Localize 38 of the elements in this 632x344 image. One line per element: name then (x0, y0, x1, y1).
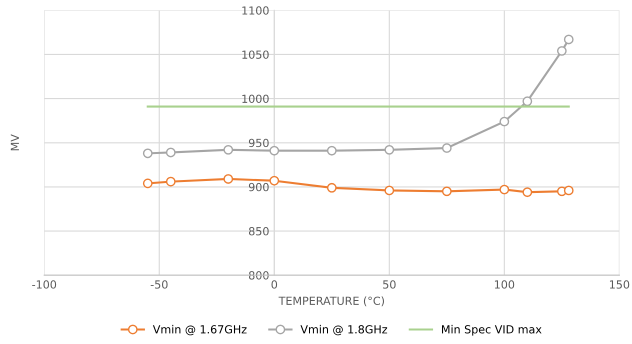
legend-label: Vmin @ 1.67GHz (152, 324, 247, 336)
y-tick-label: 850 (248, 227, 269, 236)
point (564, 186, 574, 196)
x-tick-label: 100 (494, 280, 514, 289)
point (384, 186, 394, 196)
point (269, 146, 280, 156)
y-tick-label: 900 (248, 182, 269, 192)
y-tick-label: 1100 (242, 6, 269, 15)
y-axis-title: MV (10, 134, 19, 150)
y-tick-label: 950 (248, 138, 269, 148)
point (142, 178, 153, 188)
point (556, 46, 567, 56)
point (223, 174, 234, 184)
point (166, 176, 176, 186)
point (442, 143, 452, 153)
point (166, 148, 176, 158)
point (142, 148, 153, 158)
x-axis-title: TEMPERATURE (°C) (278, 296, 384, 306)
legend-label: Vmin @ 1.8GHz (300, 324, 388, 336)
y-tick-label: 1050 (242, 50, 269, 59)
point (522, 187, 532, 198)
point (269, 176, 280, 186)
x-tick-label: -50 (150, 280, 168, 289)
x-tick-label: 150 (610, 280, 630, 289)
point (223, 144, 234, 155)
point (499, 184, 510, 194)
point (499, 116, 510, 126)
y-tick-label: 1000 (242, 94, 269, 103)
x-tick-label: 0 (271, 280, 278, 289)
legend-label: Min Spec VID max (442, 324, 542, 336)
point (326, 182, 337, 193)
x-tick-label: 50 (383, 280, 396, 289)
point (564, 34, 574, 44)
point (442, 186, 452, 196)
x-tick-label: -100 (32, 280, 56, 289)
point (522, 96, 532, 106)
point (384, 144, 394, 155)
point (326, 146, 337, 156)
